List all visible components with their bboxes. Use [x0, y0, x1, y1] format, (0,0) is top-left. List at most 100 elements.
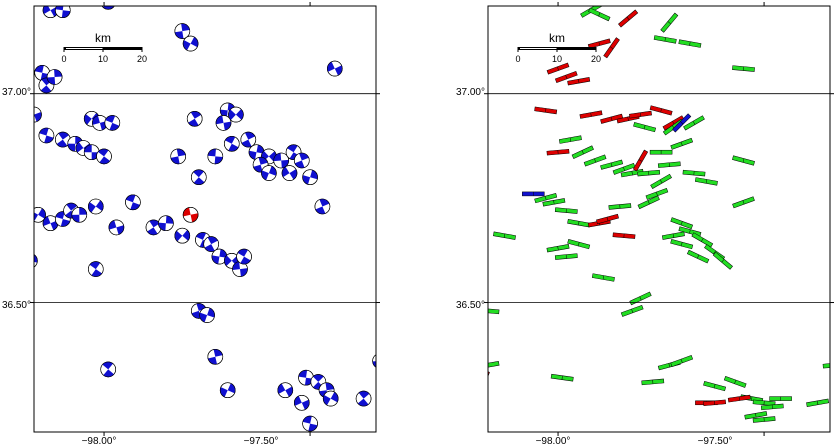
focal-mechanism-47 — [71, 207, 88, 223]
left-axis-ticks — [30, 2, 380, 436]
right-lat-label-37: 37.00° — [456, 87, 485, 98]
focal-mechanism-35 — [207, 148, 224, 165]
stress-bar-center-tick — [667, 21, 671, 25]
stress-bar-center-tick — [713, 384, 716, 389]
focal-mechanism-quadrants — [98, 148, 110, 164]
focal-mechanism-25 — [273, 152, 290, 169]
stress-bar-center-tick — [680, 121, 684, 125]
focal-mechanism-quadrants — [188, 111, 202, 127]
stress-bar-center-tick — [692, 121, 696, 125]
focal-mechanism-54 — [182, 207, 199, 223]
focal-mechanism-quadrants — [302, 416, 318, 432]
stress-bar-86 — [822, 361, 830, 369]
stress-bar-center-tick — [680, 221, 683, 226]
focal-mechanism-3 — [174, 23, 191, 39]
focal-mechanism-53 — [174, 227, 191, 244]
focal-mechanism-77 — [322, 390, 339, 407]
focal-mechanism-quadrants — [315, 199, 330, 214]
focal-mechanism-57 — [211, 248, 228, 265]
focal-mechanism-11 — [38, 127, 55, 144]
focal-mechanism-62 — [34, 253, 38, 269]
left-lat-label-36-5: 36.50° — [2, 300, 31, 311]
focal-mechanism-73 — [277, 382, 294, 399]
focal-mechanism-quadrants — [170, 148, 186, 164]
focal-mechanism-56 — [203, 236, 219, 252]
stress-bar-center-tick — [755, 413, 757, 418]
focal-mechanism-quadrants — [89, 261, 102, 277]
right-scale-label-20: 20 — [591, 54, 601, 64]
focal-mechanism-19 — [228, 106, 244, 123]
right-gridlines — [488, 93, 830, 303]
focal-mechanism-quadrants — [65, 203, 78, 219]
stress-bar-center-tick — [581, 150, 584, 155]
focal-mechanism-quadrants — [183, 36, 199, 51]
stress-bar-center-tick — [561, 375, 563, 380]
stress-bar-center-tick — [659, 179, 663, 184]
stress-bar-center-tick — [668, 363, 671, 368]
focal-mechanism-quadrants — [207, 148, 223, 164]
focal-mechanism-65 — [88, 261, 104, 277]
stress-bar-center-tick — [578, 221, 580, 226]
stress-bar-center-tick — [751, 396, 753, 401]
stress-bar-center-tick — [742, 200, 745, 205]
stress-bar-center-tick — [705, 179, 707, 184]
focal-mechanism-2 — [101, 6, 115, 10]
stress-bar-center-tick — [721, 259, 725, 263]
focal-mechanism-60 — [236, 248, 252, 265]
stress-bar-center-tick — [697, 254, 700, 259]
focal-mechanism-36 — [191, 169, 207, 185]
focal-mechanism-72 — [219, 382, 236, 399]
focal-mechanism-quadrants — [199, 308, 215, 323]
stress-bar-center-tick — [680, 359, 683, 363]
focal-mechanism-quadrants — [0, 225, 7, 246]
stress-bar-center-tick — [610, 162, 613, 167]
focal-mechanism-27 — [293, 152, 310, 169]
focal-mechanism-61 — [314, 198, 331, 215]
focal-mechanism-quadrants — [282, 166, 297, 180]
focal-mechanism-4 — [182, 35, 199, 52]
focal-mechanism-40 — [0, 185, 10, 202]
stress-bar-center-tick — [734, 379, 737, 384]
stress-bar-center-tick — [680, 141, 683, 146]
left-scale-bar: km 0 10 20 — [61, 31, 147, 64]
stress-bar-center-tick — [606, 217, 609, 221]
focal-mechanism-81 — [372, 353, 376, 369]
focal-mechanism-quadrants — [39, 128, 54, 143]
stress-bar-center-tick — [680, 242, 683, 247]
stress-bar-center-tick — [701, 238, 704, 242]
left-lat-label-37: 37.00° — [2, 87, 31, 98]
focal-mechanism-quadrants — [404, 402, 423, 421]
focal-mechanism-42 — [13, 202, 29, 218]
focal-mechanism-quadrants — [174, 23, 190, 39]
focal-mechanism-quadrants — [92, 115, 108, 131]
stress-bar-center-tick — [655, 191, 658, 196]
focal-mechanism-83 — [404, 402, 423, 421]
right-stress-bars — [488, 6, 830, 423]
focal-mechanism-quadrants — [237, 249, 251, 265]
right-lon-label-97-5: −97.50° — [698, 436, 733, 447]
stress-bar-center-tick — [713, 250, 716, 255]
left-scale-unit: km — [95, 31, 111, 45]
stress-bar-center-tick — [817, 400, 819, 405]
stress-bar-center-tick — [643, 125, 646, 130]
focal-mechanism-quadrants — [84, 112, 100, 125]
stress-bar-center-tick — [623, 166, 625, 171]
focal-mechanism-12 — [54, 131, 71, 148]
focal-mechanism-quadrants — [319, 382, 335, 398]
focal-mechanism-21 — [224, 136, 240, 152]
focal-mechanism-quadrants — [0, 100, 16, 121]
focal-mechanism-quadrants — [147, 219, 160, 235]
focal-mechanism-80 — [355, 390, 372, 407]
focal-mechanism-quadrants — [34, 65, 50, 81]
focal-mechanism-70 — [100, 361, 116, 378]
stress-bar-center-tick — [578, 79, 580, 84]
focal-mechanism-22 — [240, 131, 257, 148]
focal-mechanism-16 — [104, 115, 121, 131]
stress-bar-center-tick — [569, 137, 571, 142]
focal-mechanism-quadrants — [228, 109, 244, 121]
stress-bar-center-tick — [598, 12, 601, 17]
focal-mechanism-8 — [46, 69, 63, 85]
focal-mechanism-quadrants — [220, 383, 236, 398]
focal-mechanism-67 — [199, 307, 215, 323]
